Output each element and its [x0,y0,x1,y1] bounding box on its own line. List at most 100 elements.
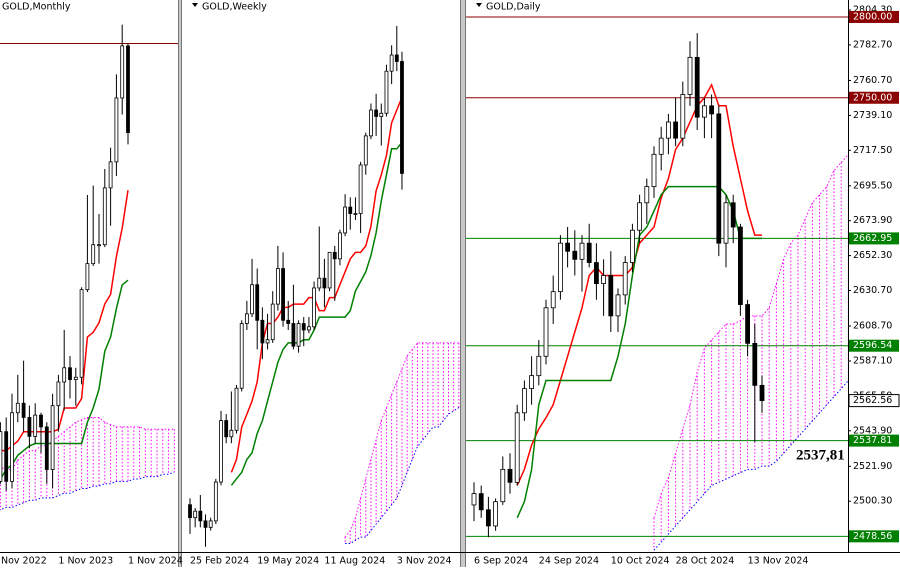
candle-body [579,242,585,260]
y-tick-label: 2500.30 [853,496,892,507]
candle-body [10,412,14,482]
candle-body [27,417,32,437]
candle-body [275,268,280,305]
candle-body [281,268,285,321]
candle-body [291,323,296,347]
candle-body [270,303,275,341]
candle-body [709,105,715,115]
candle-body [529,375,534,389]
candle-body [701,105,707,118]
y-tick-label: 2760.70 [853,75,892,86]
x-tick-label: 28 Oct 2024 [676,556,735,567]
last-price-label: 2562.56 [853,395,892,406]
candle-body [629,229,635,263]
candle-body [39,414,43,428]
candle-body [301,323,306,331]
candle-body [384,70,389,114]
level-label-box [849,339,899,352]
candle-body [97,244,101,247]
candle-body [327,251,332,289]
candle-body [332,251,337,260]
candle-body [73,376,78,381]
x-tick-label: 1 Nov 2023 [58,556,113,567]
x-tick-label: 1 Nov 2024 [128,556,183,567]
candle-body [203,520,208,528]
candle-body [68,367,72,381]
candle-body [56,381,61,407]
candle-body [0,431,3,482]
candle-body [651,153,657,188]
candle-body [622,262,628,296]
candle-body [244,313,249,324]
y-tick-label: 2587.10 [853,355,892,366]
candle-body [550,291,556,309]
cloud_bottom-line [653,380,848,551]
candle-body [507,468,513,483]
x-tick-label: 10 Oct 2024 [611,556,670,567]
y-tick-label: 2739.10 [853,110,892,121]
candle-body [493,501,499,527]
y-tick-label: 2695.50 [853,180,892,191]
chart-title: GOLD,Monthly [2,2,71,13]
candle-body [102,187,107,246]
candle-body [265,339,270,344]
candle-body [558,242,563,293]
candle-body [723,202,729,244]
candle-body [363,135,368,166]
candle-body [198,510,203,522]
candle-body [536,355,542,377]
candle-body [389,54,394,72]
level-label: 2750.00 [853,92,892,103]
candle-body [485,509,491,527]
level-label: 2596.54 [853,340,892,351]
y-tick-label: 2717.50 [853,145,892,156]
x-tick-label: 25 Feb 2024 [190,556,249,567]
candle-body [286,319,291,324]
candle-body [338,232,342,260]
level-label-box [849,530,899,543]
candle-body [224,420,229,438]
separator [178,0,182,567]
candle-body [543,307,549,357]
candle-body [586,242,592,263]
y-tick-label: 2543.90 [853,425,892,436]
menu-arrow[interactable] [476,3,482,7]
candle-body [514,412,520,483]
candle-body [522,388,527,414]
candle-body [673,121,679,139]
candle-body [745,304,751,344]
candle-body [239,323,244,389]
cloud_top-line [0,417,175,470]
candle-body [608,275,614,317]
candle-body [572,250,578,260]
y-tick-label: 2608.70 [853,321,892,332]
candle-body [400,61,404,174]
y-tick-label: 2630.70 [853,285,892,296]
kijun-line [230,141,403,486]
candle-body [374,109,379,117]
candle-body [229,429,234,438]
candle-body [120,45,125,99]
menu-arrow[interactable] [192,3,198,7]
candle-body [478,493,484,511]
x-tick-label: 24 Sep 2024 [539,556,599,567]
candle-body [4,431,9,482]
level-label: 2662.95 [853,233,892,244]
candle-body [312,287,316,328]
candle-body [234,387,239,431]
candle-body [716,113,722,244]
candle-body [85,263,90,291]
candle-body [322,277,327,289]
candle-body [33,414,38,437]
annotation: 2537,81 [796,447,845,463]
candle-body [62,367,67,383]
x-tick-label: 13 Nov 2024 [748,556,809,567]
candle-body [250,284,254,315]
candle-body [358,164,363,214]
candle-body [307,326,311,331]
candle-body [644,186,650,204]
candle-body [687,56,693,95]
tenkan-line [230,96,403,473]
candle-body [108,161,113,189]
